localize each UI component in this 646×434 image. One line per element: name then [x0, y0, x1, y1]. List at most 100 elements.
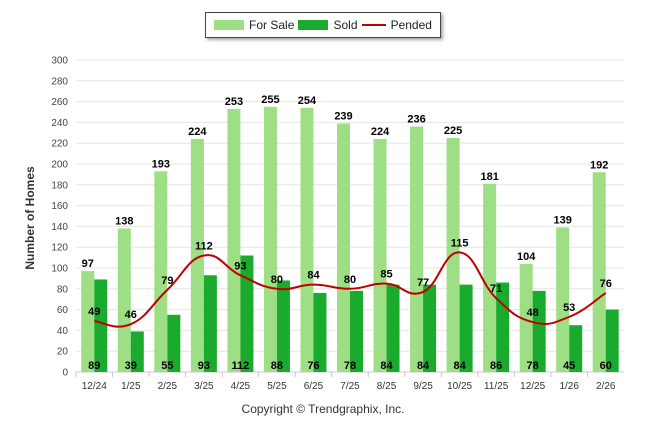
y-tick-label: 120: [51, 243, 68, 254]
legend-item-for-sale[interactable]: For Sale: [214, 18, 294, 32]
sold-swatch: [298, 20, 329, 30]
bar-for-sale: [227, 108, 241, 372]
label-sold: 112: [232, 360, 250, 372]
label-pended: 115: [451, 237, 469, 249]
legend: For Sale Sold Pended: [205, 12, 441, 38]
x-tick-label: 7/25: [340, 381, 360, 392]
y-tick-label: 40: [57, 326, 69, 337]
y-tick-label: 240: [51, 118, 68, 129]
label-for-sale: 254: [298, 95, 317, 107]
label-sold: 78: [344, 360, 356, 372]
label-sold: 76: [307, 360, 319, 372]
label-sold: 84: [417, 360, 430, 372]
y-tick-label: 180: [51, 180, 68, 191]
label-sold: 45: [563, 360, 575, 372]
label-for-sale: 97: [82, 258, 94, 270]
y-axis-ticks: 0 20 40 60 80 100 120 140 160 180 200 220 240 260 280 3…: [51, 56, 68, 379]
label-for-sale: 225: [444, 125, 462, 137]
x-tick-label: 2/26: [596, 381, 616, 392]
y-tick-label: 200: [51, 160, 68, 171]
y-tick-label: 220: [51, 139, 68, 150]
label-pended: 48: [527, 307, 539, 319]
data-labels: 97 89 138 39 193 55 224 93 253 112 255 88 254 76 239 78…: [82, 94, 612, 372]
legend-label-for-sale: For Sale: [249, 18, 295, 32]
bar-sold: [532, 290, 546, 372]
legend-label-pended: Pended: [390, 18, 432, 32]
y-tick-label: 260: [51, 97, 68, 108]
y-tick-label: 160: [51, 201, 68, 212]
label-for-sale: 255: [261, 94, 279, 106]
label-pended: 49: [88, 306, 100, 318]
bar-sold: [386, 284, 400, 372]
label-sold: 84: [380, 360, 393, 372]
bar-for-sale: [410, 126, 424, 372]
x-axis-ticks: 12/24 1/25 2/25 3/25 4/25 5/25 6/25 7/25 8/25 9/2…: [75, 372, 616, 392]
bar-for-sale: [556, 227, 570, 372]
bar-sold: [167, 314, 181, 372]
label-pended: 71: [490, 283, 502, 295]
bar-for-sale: [190, 139, 204, 372]
y-tick-label: 100: [51, 264, 68, 275]
label-sold: 84: [453, 360, 466, 372]
label-for-sale: 224: [371, 126, 390, 138]
x-tick-label: 3/25: [194, 381, 214, 392]
y-tick-label: 300: [51, 56, 68, 67]
label-sold: 39: [125, 360, 137, 372]
bar-for-sale: [592, 172, 606, 372]
label-for-sale: 239: [334, 110, 352, 122]
x-tick-label: 4/25: [231, 381, 251, 392]
for-sale-swatch: [214, 20, 245, 30]
legend-item-sold[interactable]: Sold: [298, 18, 358, 32]
x-tick-label: 10/25: [447, 381, 472, 392]
label-pended: 112: [195, 241, 213, 253]
label-pended: 84: [307, 270, 320, 282]
y-tick-label: 0: [62, 368, 68, 379]
label-pended: 93: [234, 260, 246, 272]
bar-for-sale: [263, 106, 277, 373]
label-sold: 60: [600, 360, 612, 372]
label-sold: 93: [198, 360, 210, 372]
x-tick-label: 12/24: [82, 381, 107, 392]
label-pended: 80: [271, 274, 283, 286]
x-tick-label: 11/25: [484, 381, 509, 392]
bar-for-sale: [337, 123, 350, 372]
y-tick-label: 60: [57, 305, 69, 316]
label-pended: 46: [125, 309, 137, 321]
bar-for-sale: [483, 183, 497, 372]
label-pended: 85: [380, 269, 392, 281]
pended-line: [94, 251, 607, 328]
bar-for-sale: [154, 171, 168, 372]
bar-sold: [240, 255, 254, 372]
y-tick-label: 280: [51, 76, 68, 87]
label-sold: 89: [88, 360, 100, 372]
x-tick-label: 1/26: [559, 381, 579, 392]
label-for-sale: 192: [590, 159, 608, 171]
pended-line-path: [94, 251, 607, 328]
label-for-sale: 139: [554, 214, 572, 226]
copyright: Copyright © Trendgraphix, Inc.: [241, 402, 405, 416]
label-pended: 53: [563, 302, 575, 314]
bar-sold: [276, 280, 290, 372]
label-pended: 80: [344, 274, 356, 286]
pended-swatch: [361, 24, 386, 26]
bars: [81, 106, 619, 373]
y-tick-label: 140: [51, 222, 68, 233]
label-sold: 88: [271, 360, 283, 372]
label-sold: 86: [490, 360, 502, 372]
label-sold: 78: [527, 360, 539, 372]
bar-sold: [130, 331, 144, 372]
bar-sold: [423, 284, 437, 372]
label-for-sale: 138: [115, 215, 133, 227]
legend-label-sold: Sold: [333, 18, 358, 32]
label-pended: 79: [161, 275, 173, 287]
bar-for-sale: [373, 139, 387, 372]
label-for-sale: 193: [152, 158, 170, 170]
legend-item-pended[interactable]: Pended: [361, 18, 432, 32]
label-for-sale: 181: [480, 171, 498, 183]
label-for-sale: 253: [225, 96, 243, 108]
x-tick-label: 6/25: [304, 381, 324, 392]
bar-for-sale: [117, 228, 131, 372]
x-tick-label: 9/25: [413, 381, 433, 392]
label-for-sale: 236: [407, 114, 425, 126]
x-tick-label: 12/25: [520, 381, 545, 392]
